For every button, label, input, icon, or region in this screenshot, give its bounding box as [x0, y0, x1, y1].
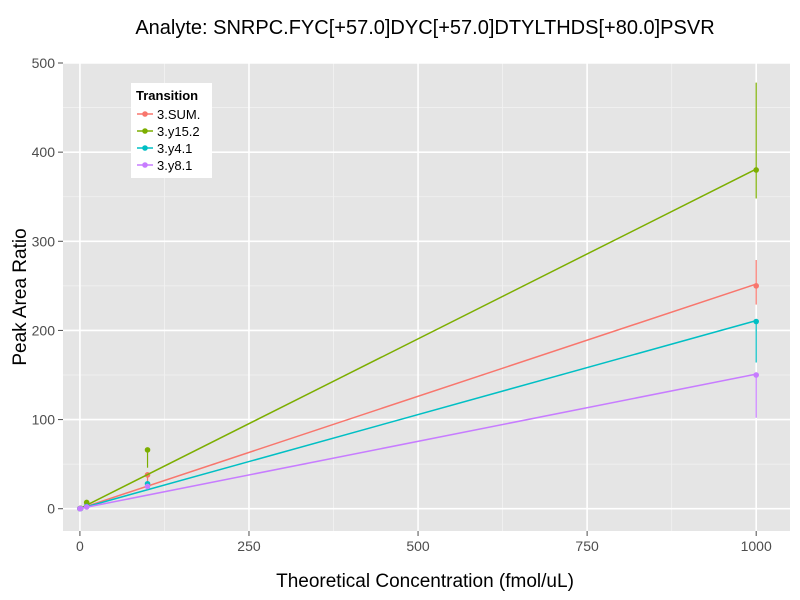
data-point [753, 283, 759, 289]
legend-key-point [142, 128, 148, 134]
legend-key-point [142, 162, 148, 168]
legend-label: 3.y8.1 [157, 158, 192, 173]
x-tick-label: 1000 [741, 538, 772, 554]
data-point [83, 499, 90, 506]
data-point [753, 372, 759, 378]
y-tick-label: 500 [32, 55, 56, 71]
plot-marks [77, 82, 759, 512]
legend-label: 3.y15.2 [157, 124, 200, 139]
x-tick-label: 0 [76, 538, 84, 554]
x-tick-label: 500 [406, 538, 430, 554]
data-point [83, 504, 90, 510]
data-point [753, 167, 759, 173]
y-tick-label: 200 [32, 322, 56, 338]
x-tick-label: 750 [575, 538, 599, 554]
fit-line [79, 319, 757, 510]
y-tick-label: 0 [47, 501, 55, 517]
series-3.y8.1 [77, 372, 759, 512]
legend-key-point [142, 111, 148, 117]
legend: Transition 3.SUM. 3.y15.2 3.y4.1 3.y8.1 [131, 83, 212, 178]
legend-label: 3.SUM. [157, 107, 200, 122]
data-point [144, 483, 151, 490]
legend-title: Transition [136, 88, 198, 103]
legend-key-point [142, 145, 148, 151]
y-tick-label: 300 [32, 233, 56, 249]
chart-title: Analyte: SNRPC.FYC[+57.0]DYC[+57.0]DTYLT… [135, 17, 714, 39]
y-tick-label: 400 [32, 144, 56, 160]
x-tick-label: 250 [237, 538, 261, 554]
y-tick-label: 100 [32, 412, 56, 428]
x-axis-title: Theoretical Concentration (fmol/uL) [276, 571, 574, 592]
axis-ticks: 0 250 500 750 1000 0 100 200 300 400 500 [32, 55, 772, 554]
y-axis-title: Peak Area Ratio [10, 228, 31, 365]
data-point [77, 505, 84, 512]
data-point [753, 318, 759, 325]
legend-label: 3.y4.1 [157, 141, 192, 156]
fit-line [79, 373, 757, 510]
data-point [144, 447, 151, 453]
fit-line [79, 168, 757, 510]
fit-line [79, 283, 757, 510]
